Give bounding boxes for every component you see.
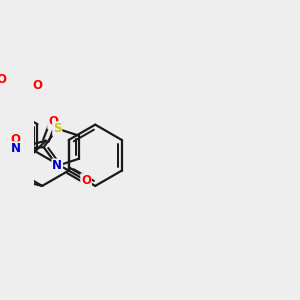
Text: N: N <box>52 159 62 172</box>
Text: O: O <box>0 74 7 86</box>
Text: O: O <box>11 134 21 146</box>
Text: O: O <box>81 174 91 187</box>
Text: N: N <box>11 142 21 155</box>
Text: S: S <box>53 122 61 135</box>
Text: O: O <box>48 116 58 128</box>
Text: O: O <box>32 79 42 92</box>
